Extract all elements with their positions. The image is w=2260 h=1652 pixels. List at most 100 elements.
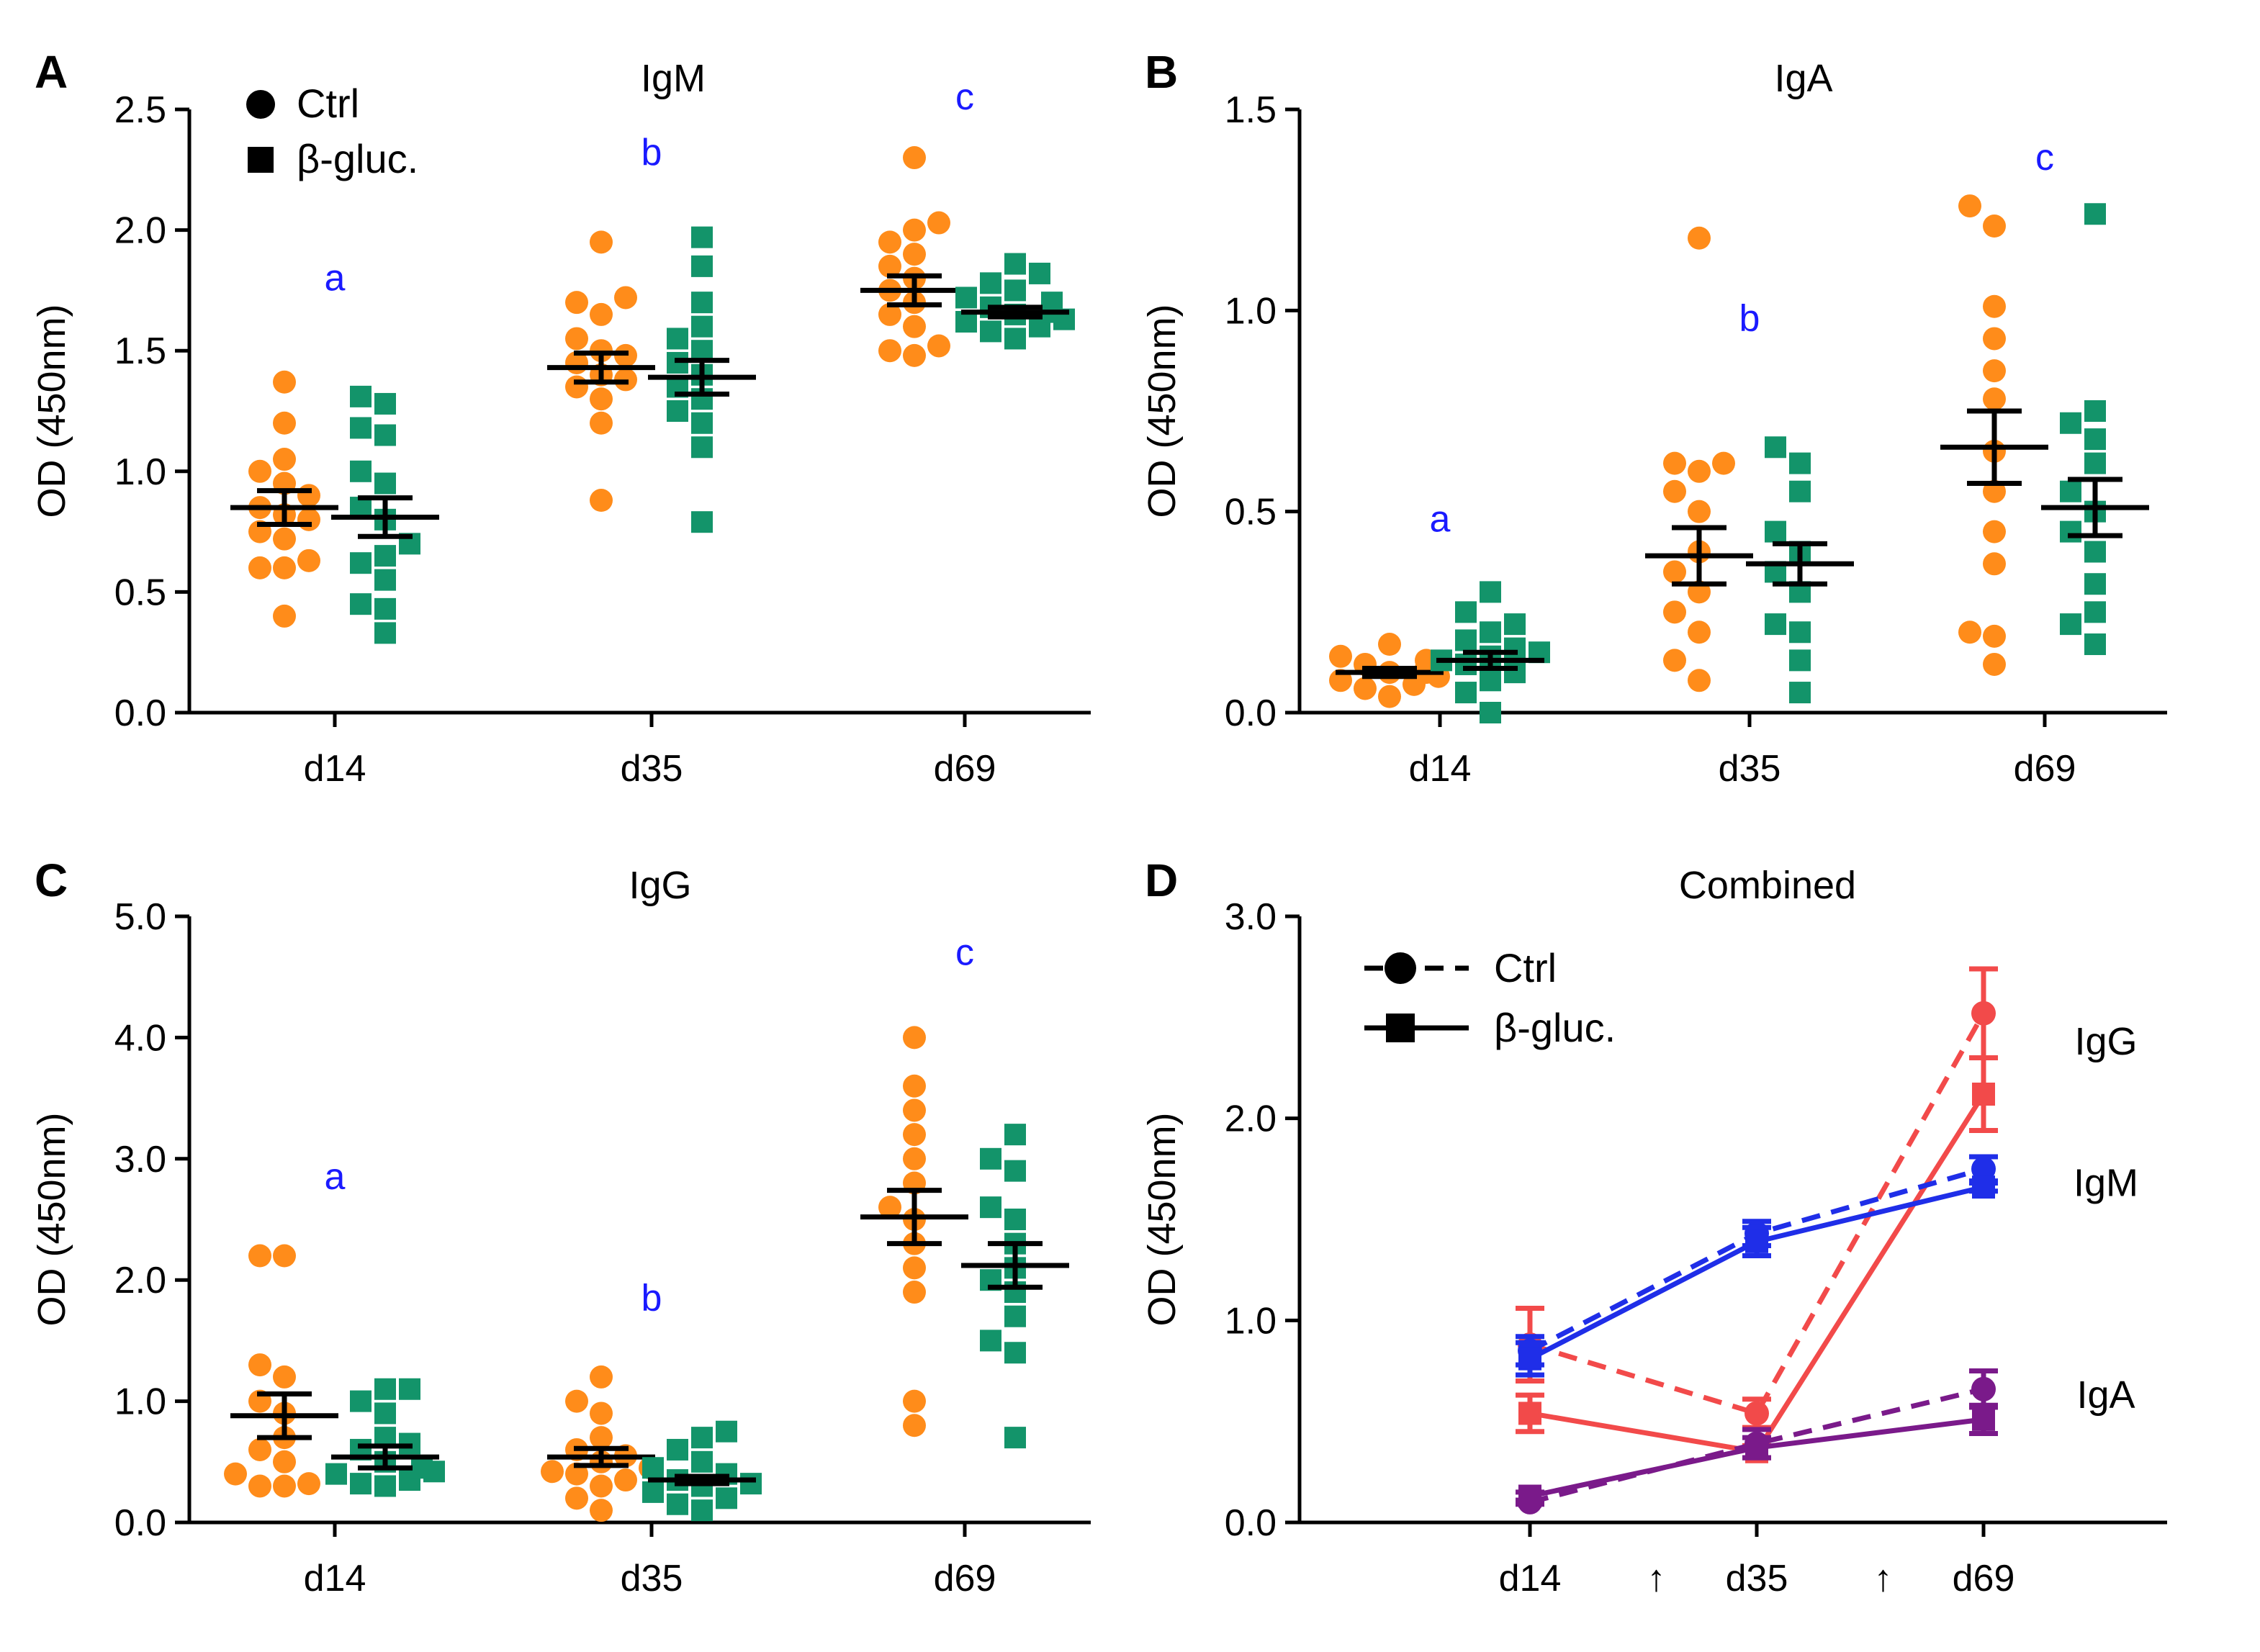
data-point <box>667 1493 688 1515</box>
data-point <box>1983 215 2006 238</box>
series-bgluc-d35 <box>648 226 756 533</box>
data-point <box>903 243 926 266</box>
data-point <box>1983 624 2006 648</box>
y-tick-label: 4.0 <box>114 1017 166 1059</box>
data-point <box>1765 520 1786 543</box>
x-tick-label: d14 <box>304 1558 366 1599</box>
data-point <box>1958 194 1981 218</box>
data-point <box>1663 451 1686 475</box>
x-tick-label: d14 <box>1499 1558 1562 1599</box>
data-point <box>273 1474 296 1498</box>
y-tick-label: 1.0 <box>114 1381 166 1423</box>
series-bgluc-d14 <box>325 1378 445 1497</box>
data-point <box>1765 436 1786 459</box>
series-bgluc-d14 <box>331 385 439 644</box>
data-point <box>374 392 396 415</box>
y-axis-label: OD (450nm) <box>30 1112 73 1326</box>
data-point <box>903 1147 926 1170</box>
data-point <box>903 1098 926 1122</box>
data-point <box>273 1450 296 1473</box>
series-ctrl-d69 <box>860 1026 968 1437</box>
data-point <box>903 1281 926 1304</box>
data-point <box>1688 500 1711 523</box>
data-point <box>691 292 713 314</box>
data-point <box>691 1450 713 1473</box>
significance-letter: b <box>1739 297 1760 339</box>
data-point <box>691 511 713 533</box>
data-point <box>1004 328 1026 350</box>
data-point <box>716 1420 737 1443</box>
y-tick-label: 2.0 <box>1225 1098 1277 1140</box>
data-point <box>927 211 950 235</box>
data-point <box>374 597 396 620</box>
data-point <box>2060 412 2081 434</box>
data-point <box>691 436 713 459</box>
data-point <box>903 218 926 242</box>
data-point <box>374 1378 396 1400</box>
y-tick-label: 1.0 <box>1225 290 1277 332</box>
data-point <box>590 1426 613 1450</box>
data-point <box>1983 327 2006 351</box>
data-point <box>1480 581 1501 603</box>
data-point <box>350 417 372 439</box>
data-point <box>903 1123 926 1147</box>
data-point <box>399 1378 420 1400</box>
data-point <box>350 593 372 615</box>
data-point <box>1663 479 1686 503</box>
data-point <box>1712 451 1735 475</box>
series-ctrl-d14 <box>230 370 338 628</box>
data-point <box>590 1365 613 1389</box>
x-tick-label: d14 <box>1409 748 1472 790</box>
legend-label-bgluc: β-gluc. <box>297 136 418 181</box>
data-point <box>541 1460 564 1484</box>
data-point <box>691 1427 713 1449</box>
y-tick-label: 0.0 <box>114 692 166 734</box>
y-tick-label: 0.5 <box>114 572 166 613</box>
significance-letter: a <box>1430 499 1451 541</box>
data-point <box>903 1414 926 1437</box>
data-point <box>1455 601 1477 623</box>
data-point <box>667 400 688 422</box>
significance-letter: c <box>955 931 974 973</box>
data-point <box>1972 1407 1995 1431</box>
data-point <box>903 1074 926 1098</box>
legend-marker-ctrl <box>1385 952 1416 984</box>
data-point <box>2084 633 2106 656</box>
data-point <box>374 545 396 567</box>
x-tick-label: d69 <box>934 1558 996 1599</box>
data-point <box>1004 253 1026 275</box>
data-point <box>350 1473 372 1495</box>
panel-title: IgA <box>1774 57 1832 100</box>
data-point <box>248 1244 271 1268</box>
significance-letter: c <box>2035 137 2054 179</box>
series-label-IgM: IgM <box>2074 1161 2138 1204</box>
data-point <box>297 549 320 572</box>
y-tick-label: 0.0 <box>1225 692 1277 734</box>
data-point <box>2084 541 2106 563</box>
data-point <box>350 460 372 482</box>
series-line <box>1529 1184 1984 1361</box>
series-ctrl-d69 <box>1940 194 2048 676</box>
data-point <box>903 315 926 338</box>
data-point <box>716 1487 737 1509</box>
data-point <box>1354 677 1377 700</box>
data-point <box>1765 613 1786 636</box>
data-point <box>1789 480 1811 502</box>
series-bgluc-d69 <box>961 1124 1069 1449</box>
data-point <box>1329 644 1352 668</box>
data-point <box>1480 702 1501 723</box>
data-point <box>248 1474 271 1498</box>
y-tick-label: 0.0 <box>114 1502 166 1544</box>
significance-letter: b <box>641 1277 662 1319</box>
y-tick-label: 3.0 <box>114 1139 166 1181</box>
data-point <box>740 1473 762 1495</box>
data-point <box>590 387 613 411</box>
data-point <box>691 255 713 277</box>
data-point <box>1688 226 1711 250</box>
series-ctrl-d35 <box>541 1365 662 1522</box>
data-point <box>2060 480 2081 502</box>
line-IgA-bgluc <box>1516 1402 1998 1508</box>
y-tick-label: 2.0 <box>114 1260 166 1301</box>
data-point <box>980 1147 1001 1170</box>
panel-title: IgG <box>629 864 691 907</box>
